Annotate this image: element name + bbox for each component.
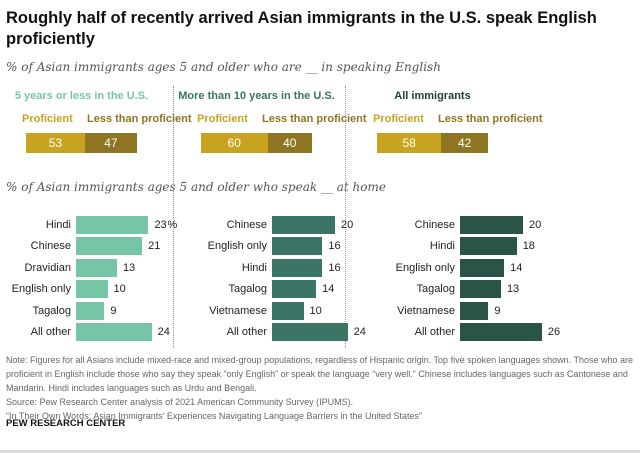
bar [460,323,542,341]
bar [76,280,108,298]
value-label: 26 [547,326,561,338]
category-label: Tagalog [32,305,71,317]
bar [460,302,489,320]
bar-less-proficient: 47 [84,133,137,153]
category-label: Chinese [30,240,71,252]
category-label: All other [30,326,71,338]
stacked-bar: 60 40 [201,133,312,153]
value-label: 24 [353,326,366,338]
category-label: Dravidian [24,262,71,274]
footer-logo: PEW RESEARCH CENTER [6,418,126,429]
source-text: Source: Pew Research Center analysis of … [6,397,354,407]
value-label: 21 [148,240,161,252]
value-label: 20 [529,219,542,231]
value-label: 18 [522,240,535,252]
category-label: English only [395,262,455,274]
legend-less-proficient: Less than proficient [262,113,367,125]
legend-less-proficient: Less than proficient [438,113,543,125]
stacked-bar: 53 47 [26,133,137,153]
note-text: Note: Figures for all Asians include mix… [6,355,634,393]
bottom-rule [0,450,640,453]
panel-header: All immigrants [394,90,471,102]
value-label: 23 [154,219,167,231]
report-title: “In Their Own Words: Asian Immigrants’ E… [6,411,423,421]
value-label: 24 [157,326,170,338]
legend-less-proficient: Less than proficient [87,113,192,125]
bar [460,237,517,255]
bar-proficient: 53 [26,133,85,153]
legend-proficient: Proficient [197,113,248,125]
value-label: 10 [113,283,126,295]
value-label: 9 [110,305,117,317]
notes: Note: Figures for all Asians include mix… [6,353,636,423]
legend-proficient: Proficient [373,113,424,125]
category-label: Hindi [429,240,455,252]
subtitle-language: % of Asian immigrants ages 5 and older w… [6,180,386,194]
bar [76,216,149,234]
panel-divider [345,86,346,348]
value-label: 20 [341,219,354,231]
bar [272,302,304,320]
value-label: 13 [122,262,136,274]
subtitle-proficiency: % of Asian immigrants ages 5 and older w… [6,60,441,74]
bar-less-proficient: 40 [267,133,312,153]
percent-sign: % [167,219,178,231]
category-label: Vietnamese [209,305,267,317]
category-label: All other [226,326,267,338]
category-label: Hindi [45,219,71,231]
legend-proficient: Proficient [22,113,73,125]
category-label: Chinese [226,219,267,231]
bar [272,280,317,298]
bar-less-proficient: 42 [441,133,488,153]
bar [76,259,117,277]
value-label: 9 [494,305,501,317]
value-label: 14 [322,283,335,295]
chart-title: Roughly half of recently arrived Asian i… [6,9,597,48]
bar [272,216,335,234]
category-label: Chinese [414,219,455,231]
bar [76,323,152,341]
bar [460,280,501,298]
value-label: 16 [328,262,341,274]
value-label: 13 [506,283,520,295]
panel-divider [173,86,174,348]
bar [272,237,323,255]
category-label: Tagalog [416,283,455,295]
category-label: English only [11,283,71,295]
bar-proficient: 58 [377,133,442,153]
value-label: 10 [309,305,322,317]
stacked-bar: 58 42 [377,133,488,153]
bar [460,216,523,234]
value-label: 16 [328,240,341,252]
value-label: 14 [510,262,523,274]
bar [460,259,505,277]
category-label: Hindi [241,262,267,274]
panel-header: 5 years or less in the U.S. [14,90,149,102]
bar-proficient: 60 [201,133,268,153]
category-label: Vietnamese [397,305,455,317]
category-label: Tagalog [228,283,267,295]
panel-header: More than 10 years in the U.S. [178,90,335,102]
bar [76,302,105,320]
bar [76,237,143,255]
category-label: All other [414,326,455,338]
bar [272,323,348,341]
category-label: English only [207,240,267,252]
bar [272,259,323,277]
